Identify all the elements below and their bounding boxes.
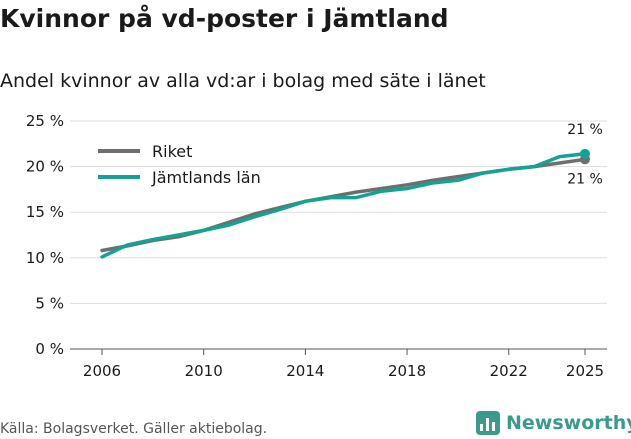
axis-labels: 0 % 5 % 10 % 15 % 20 % 25 % 2006 2010 2014 2018 20…: [26, 112, 604, 380]
legend: Riket Jämtlands län: [98, 142, 261, 187]
bar-chart-icon: [476, 411, 500, 435]
end-label-jamtland: 21 %: [567, 122, 603, 138]
end-point-jamtland: [580, 148, 590, 159]
y-tick-label: 0 %: [35, 340, 64, 358]
x-tick-label: 2022: [490, 362, 528, 380]
legend-label-riket: Riket: [152, 142, 192, 161]
end-label-riket: 21 %: [567, 171, 603, 187]
x-tick-label: 2014: [286, 362, 324, 380]
y-tick-label: 15 %: [26, 203, 64, 221]
x-tick-label: 2018: [388, 362, 426, 380]
y-tick-label: 20 %: [26, 158, 64, 176]
chart-subtitle: Andel kvinnor av alla vd:ar i bolag med …: [0, 70, 486, 92]
series-lines: [100, 148, 590, 259]
brand-logo: Newsworthy: [476, 408, 631, 438]
y-tick-label: 10 %: [26, 249, 64, 267]
source-note: Källa: Bolagsverket. Gäller aktiebolag.: [0, 421, 268, 437]
y-tick-label: 5 %: [35, 294, 64, 312]
chart-title: Kvinnor på vd-poster i Jämtland: [0, 4, 449, 33]
x-tick-label: 2010: [185, 362, 223, 380]
x-tick-label: 2025: [566, 362, 604, 380]
x-tick-label: 2006: [83, 362, 121, 380]
line-chart: 0 % 5 % 10 % 15 % 20 % 25 % 2006 2010 2014 2018 20…: [26, 112, 607, 380]
brand-name: Newsworthy: [506, 412, 631, 434]
y-tick-label: 25 %: [26, 112, 64, 130]
grid-lines: [70, 120, 607, 355]
series-line-jamtland: [100, 152, 587, 259]
legend-label-jamtland: Jämtlands län: [151, 168, 261, 187]
